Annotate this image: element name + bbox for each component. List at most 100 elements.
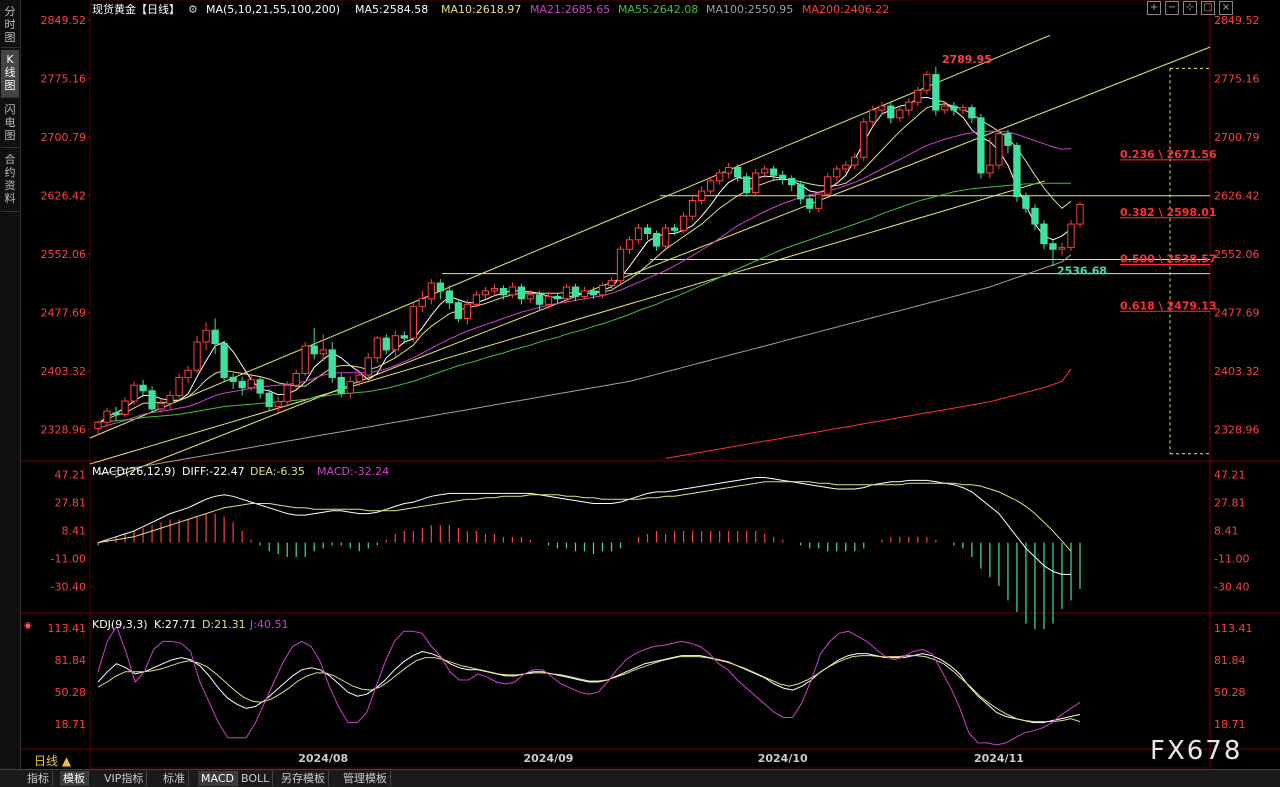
candle-body	[526, 294, 535, 300]
candle-body	[706, 180, 715, 192]
macd-tick-label: 27.81	[55, 496, 87, 509]
sidebar-tab-kline[interactable]: K线图	[1, 50, 19, 98]
candle	[328, 342, 336, 383]
sidebar-tab-contract[interactable]: 合约资料	[1, 150, 19, 212]
y-tick-label: 2328.96	[41, 423, 87, 436]
candle-body	[752, 172, 760, 194]
candle-body	[283, 384, 291, 403]
x-tick-label: 2024/11	[974, 752, 1024, 765]
kdj-marker-icon: ◉	[24, 621, 32, 631]
crosshair-icon[interactable]: ⊹	[1183, 1, 1197, 15]
watermark-logo: FX678	[1150, 736, 1243, 766]
chart-frame	[20, 0, 1280, 769]
candle	[869, 106, 877, 127]
chart-area[interactable]: 2849.52 2849.52 2775.16 2775.16 2700.79 2700.…	[20, 0, 1280, 769]
kdj-d-value: D:21.31	[202, 618, 246, 631]
settings-icon[interactable]: ⚙	[188, 3, 198, 16]
candle-body	[1022, 196, 1030, 209]
candle-body	[337, 376, 345, 394]
candle	[220, 340, 228, 382]
candle-body	[463, 303, 472, 319]
candle	[310, 327, 318, 360]
price-panel: 2849.52 2849.52 2775.16 2775.16 2700.79 2700.…	[41, 14, 1260, 765]
candle-body	[679, 215, 688, 231]
candle	[229, 373, 237, 390]
candle	[391, 330, 399, 358]
ma100-value: MA100:2550.95	[706, 3, 793, 16]
y-tick-label: 2849.52	[1214, 14, 1260, 27]
candle-body	[779, 174, 787, 179]
macd-label: MACD(26,12,9)	[92, 465, 176, 478]
candle	[175, 373, 183, 399]
close-icon[interactable]: ×	[1219, 1, 1233, 15]
candle	[833, 165, 841, 181]
macd-diff-value: DIFF:-22.47	[182, 465, 245, 478]
ma55-value: MA55:2642.08	[618, 3, 698, 16]
restore-icon[interactable]: ▢	[1201, 1, 1215, 15]
candle-body	[625, 239, 634, 250]
candle-body	[797, 184, 805, 200]
candle-body	[887, 105, 895, 119]
candle	[697, 186, 706, 205]
candle	[670, 224, 679, 236]
candle-body	[715, 172, 724, 182]
macd-macd-value: MACD:-32.24	[317, 465, 389, 478]
tab-vip-indicators[interactable]: VIP指标	[101, 771, 148, 786]
y-tick-label: 2552.06	[41, 248, 87, 261]
candle-body	[1013, 144, 1021, 198]
zoom-out-icon[interactable]: −	[1165, 1, 1179, 15]
candle	[517, 283, 526, 305]
macd-tick-label: -11.00	[51, 552, 86, 565]
candle	[202, 322, 210, 350]
candle	[364, 353, 372, 379]
candle-body	[364, 357, 372, 376]
candle	[887, 102, 895, 124]
candle-body	[598, 284, 607, 296]
candle-body	[643, 227, 652, 234]
candle	[1040, 220, 1048, 250]
candle-body	[1049, 243, 1057, 250]
tab-templates[interactable]: 模板	[60, 771, 89, 786]
sidebar-tab-time-share[interactable]: 分时图	[1, 2, 19, 48]
candle-body	[256, 379, 264, 394]
candle	[779, 170, 787, 185]
tab-standard[interactable]: 标准	[160, 771, 189, 786]
candle	[589, 286, 598, 299]
tab-indicators[interactable]: 指标	[24, 771, 53, 786]
period-selector[interactable]: 日线 ▲	[34, 754, 72, 768]
fib-level-label: 0.236 \ 2671.56	[1120, 148, 1217, 161]
candle-body	[851, 156, 859, 166]
candle-body	[544, 295, 553, 305]
candle-body	[770, 168, 778, 176]
zoom-in-icon[interactable]: +	[1147, 1, 1161, 15]
candle-body	[815, 193, 823, 209]
tab-macd[interactable]: MACD	[198, 771, 238, 786]
candle-body	[977, 117, 985, 174]
candle	[733, 164, 742, 182]
kdj-tick-label: 50.28	[55, 686, 87, 699]
candle-body	[139, 384, 147, 392]
candle-body	[274, 401, 282, 408]
candle	[319, 334, 327, 362]
candle-body	[346, 380, 354, 394]
candle-body	[103, 410, 111, 423]
candle	[400, 331, 408, 344]
candle	[148, 386, 156, 413]
sidebar-tab-flash[interactable]: 闪电图	[1, 100, 19, 148]
y-tick-label: 2700.79	[41, 131, 87, 144]
candle	[301, 342, 309, 377]
candle	[139, 379, 147, 398]
tab-save-template[interactable]: 另存模板	[278, 771, 329, 786]
candle-body	[409, 306, 417, 339]
candle	[463, 299, 472, 325]
candle-body	[1040, 223, 1048, 245]
tab-boll[interactable]: BOLL	[238, 771, 274, 786]
tab-manage-template[interactable]: 管理模板	[340, 771, 391, 786]
candle	[851, 153, 859, 170]
candle	[715, 169, 724, 185]
candle-body	[454, 302, 463, 319]
candle-body	[968, 107, 976, 119]
candle	[950, 102, 958, 116]
candle	[454, 298, 463, 323]
candle	[1049, 239, 1057, 267]
